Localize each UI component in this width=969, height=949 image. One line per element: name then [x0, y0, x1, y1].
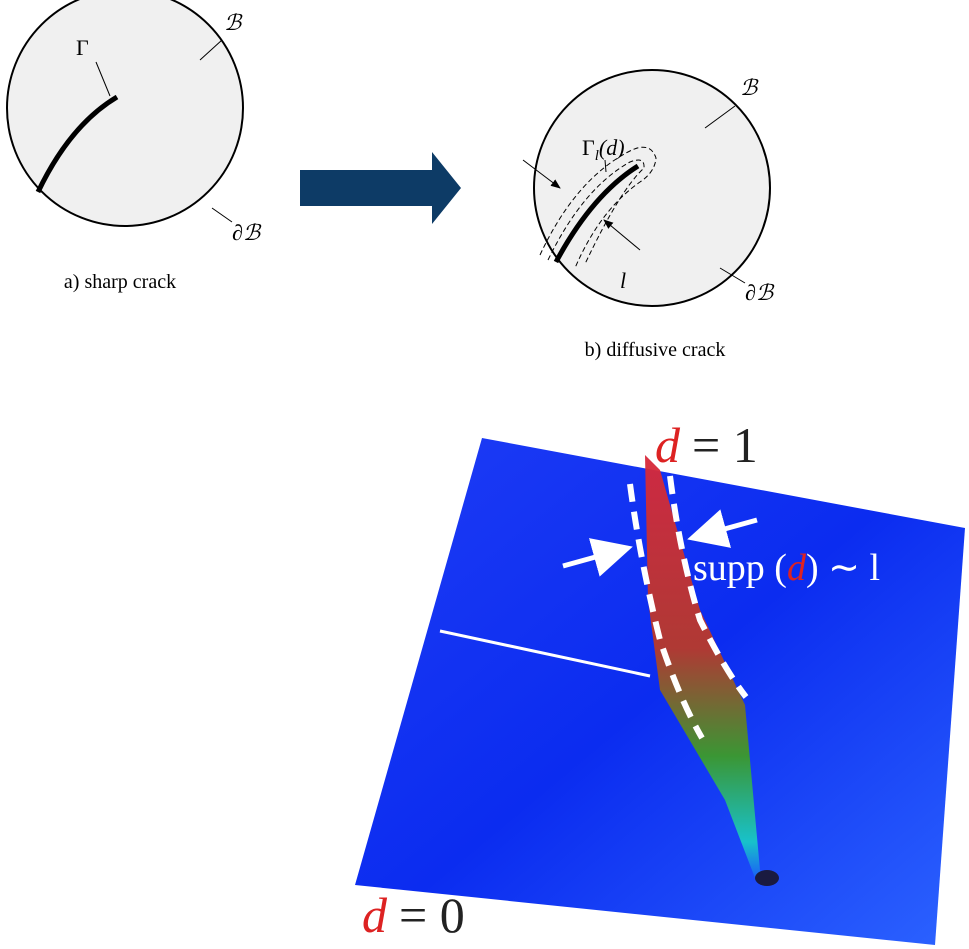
gamma-label: Γ — [76, 35, 89, 60]
boundary-label: ∂ℬ — [745, 280, 775, 305]
simulation: d= 1 supp (d) ∼ l d= 0 — [355, 417, 965, 945]
variable: d — [787, 547, 807, 589]
top-label: d= 1 — [655, 417, 758, 473]
panel-b: Γl(d) ℬ l ∂ℬ b) diffusive crack — [523, 70, 775, 361]
crack-tip — [755, 870, 779, 886]
value: = 1 — [692, 417, 758, 473]
bottom-label: d= 0 — [362, 887, 465, 943]
boundary-label: ∂ℬ — [232, 220, 262, 245]
gamma: Γ — [582, 135, 595, 160]
body-circle — [534, 70, 770, 306]
width-label: l — [620, 268, 626, 293]
variable: d — [362, 887, 388, 943]
argument: (d) — [599, 135, 625, 160]
text: ) ∼ l — [806, 547, 880, 589]
variable: d — [655, 417, 681, 473]
leader — [212, 208, 232, 222]
support-label: supp (d) ∼ l — [693, 547, 880, 589]
text: supp ( — [693, 547, 787, 589]
body-circle — [7, 0, 243, 226]
panel-a: Γ ℬ ∂ℬ a) sharp crack — [7, 0, 262, 293]
gamma-label: Γl(d) — [582, 135, 625, 164]
value: = 0 — [399, 887, 465, 943]
caption: a) sharp crack — [64, 271, 176, 293]
transition-arrow — [300, 152, 461, 224]
body-label: ℬ — [224, 10, 243, 35]
figure: Γ ℬ ∂ℬ a) sharp crack Γl(d) ℬ l ∂ℬ b) di… — [0, 0, 969, 949]
body-label: ℬ — [740, 75, 759, 100]
caption: b) diffusive crack — [585, 339, 726, 361]
